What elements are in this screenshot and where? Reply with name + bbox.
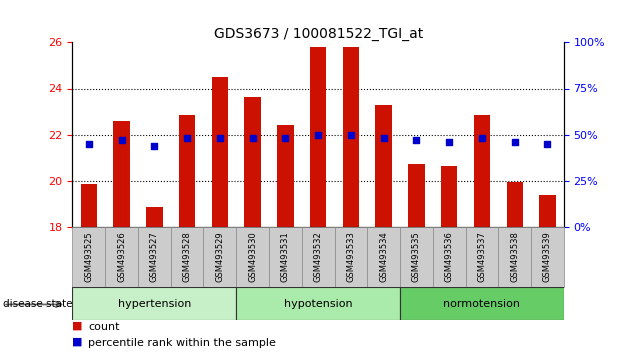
Bar	[498, 227, 531, 287]
Bar	[302, 227, 335, 287]
Bar	[236, 287, 400, 320]
Text: ■: ■	[72, 321, 83, 331]
Text: GSM493525: GSM493525	[84, 232, 93, 282]
Bar	[367, 227, 400, 287]
Point	[313, 132, 323, 137]
Bar	[72, 287, 236, 320]
Text: GSM493537: GSM493537	[478, 232, 486, 282]
Bar	[72, 227, 105, 287]
Bar	[244, 97, 261, 227]
Point	[117, 137, 127, 143]
Point	[510, 139, 520, 145]
Text: GSM493530: GSM493530	[248, 232, 257, 282]
Title: GDS3673 / 100081522_TGI_at: GDS3673 / 100081522_TGI_at	[214, 28, 423, 41]
Text: GSM493532: GSM493532	[314, 232, 323, 282]
Bar	[474, 115, 490, 227]
Text: GSM493535: GSM493535	[412, 232, 421, 282]
Text: normotension: normotension	[444, 298, 520, 309]
Point	[215, 135, 225, 141]
Point	[149, 143, 159, 148]
Text: GSM493536: GSM493536	[445, 232, 454, 282]
Point	[248, 135, 258, 141]
Text: GSM493534: GSM493534	[379, 232, 388, 282]
Point	[280, 135, 290, 141]
Point	[477, 135, 487, 141]
Point	[411, 137, 421, 143]
Text: GSM493539: GSM493539	[543, 232, 552, 282]
Point	[542, 141, 553, 147]
Text: hypotension: hypotension	[284, 298, 352, 309]
Text: hypertension: hypertension	[118, 298, 191, 309]
Bar	[466, 227, 498, 287]
Bar	[531, 227, 564, 287]
Bar	[171, 227, 203, 287]
Bar	[343, 47, 359, 227]
Bar	[203, 227, 236, 287]
Bar	[81, 184, 97, 227]
Bar	[441, 166, 457, 227]
Text: percentile rank within the sample: percentile rank within the sample	[88, 338, 276, 348]
Bar	[138, 227, 171, 287]
Bar	[433, 227, 466, 287]
Bar	[408, 164, 425, 227]
Text: count: count	[88, 322, 120, 332]
Point	[84, 141, 94, 147]
Bar	[375, 105, 392, 227]
Text: GSM493529: GSM493529	[215, 232, 224, 282]
Point	[346, 132, 356, 137]
Text: GSM493533: GSM493533	[346, 232, 355, 282]
Text: GSM493531: GSM493531	[281, 232, 290, 282]
Bar	[507, 182, 523, 227]
Bar	[105, 227, 138, 287]
Bar	[400, 287, 564, 320]
Bar	[277, 125, 294, 227]
Bar	[146, 207, 163, 227]
Text: GSM493528: GSM493528	[183, 232, 192, 282]
Bar	[269, 227, 302, 287]
Text: ■: ■	[72, 337, 83, 347]
Point	[182, 135, 192, 141]
Bar	[539, 195, 556, 227]
Bar	[236, 227, 269, 287]
Bar	[113, 121, 130, 227]
Bar	[400, 227, 433, 287]
Bar	[335, 227, 367, 287]
Text: GSM493526: GSM493526	[117, 232, 126, 282]
Text: disease state: disease state	[3, 299, 72, 309]
Bar	[179, 115, 195, 227]
Point	[444, 139, 454, 145]
Bar	[212, 77, 228, 227]
Text: GSM493538: GSM493538	[510, 232, 519, 282]
Text: GSM493527: GSM493527	[150, 232, 159, 282]
Point	[379, 135, 389, 141]
Bar	[310, 47, 326, 227]
